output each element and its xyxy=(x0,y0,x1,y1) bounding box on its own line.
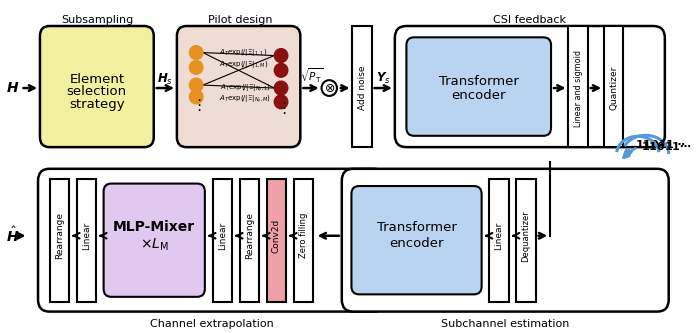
Text: $\hat{\boldsymbol{H}}$: $\hat{\boldsymbol{H}}$ xyxy=(6,226,20,245)
Text: Transformer: Transformer xyxy=(377,221,456,234)
Text: Add noise: Add noise xyxy=(358,66,367,110)
Text: $\mathbf{11011\cdots}$: $\mathbf{11011\cdots}$ xyxy=(640,140,692,152)
FancyBboxPatch shape xyxy=(38,169,385,312)
Text: selection: selection xyxy=(66,86,127,99)
Bar xyxy=(267,178,286,302)
Bar xyxy=(352,26,372,147)
FancyBboxPatch shape xyxy=(407,37,551,136)
Bar xyxy=(239,178,259,302)
Circle shape xyxy=(190,90,203,104)
Circle shape xyxy=(190,46,203,60)
Bar xyxy=(213,178,232,302)
Text: Channel extrapolation: Channel extrapolation xyxy=(150,319,274,329)
Circle shape xyxy=(321,80,337,96)
FancyBboxPatch shape xyxy=(177,26,300,147)
FancyBboxPatch shape xyxy=(40,26,154,147)
Text: $A_T\exp(j|\Xi|_{N_P,M})$: $A_T\exp(j|\Xi|_{N_P,M})$ xyxy=(219,94,272,105)
Circle shape xyxy=(190,61,203,74)
Text: $\otimes$: $\otimes$ xyxy=(323,82,335,95)
Text: Linear: Linear xyxy=(218,222,227,250)
Text: $A_T\exp(j|\Xi|_{1,M})$: $A_T\exp(j|\Xi|_{1,M})$ xyxy=(219,59,268,70)
Text: Dequantizer: Dequantizer xyxy=(522,210,531,262)
Text: Linear and sigmoid: Linear and sigmoid xyxy=(573,50,582,127)
Text: Pilot design: Pilot design xyxy=(209,15,273,25)
Circle shape xyxy=(274,95,288,109)
Text: Quantizer: Quantizer xyxy=(609,66,618,110)
Circle shape xyxy=(274,81,288,95)
Text: $\boldsymbol{Y}_s$: $\boldsymbol{Y}_s$ xyxy=(376,71,391,86)
Text: Element: Element xyxy=(69,73,125,86)
Circle shape xyxy=(274,49,288,63)
Text: $\boldsymbol{H}$: $\boldsymbol{H}$ xyxy=(6,81,20,95)
Text: Subchannel estimation: Subchannel estimation xyxy=(441,319,569,329)
Text: $\vdots$: $\vdots$ xyxy=(191,97,202,113)
FancyBboxPatch shape xyxy=(395,26,665,147)
Text: $A_T\exp(j|\Xi|_{N_P,1})$: $A_T\exp(j|\Xi|_{N_P,1})$ xyxy=(220,83,271,94)
Text: $A_T\exp(j|\Xi|_{1,1})$: $A_T\exp(j|\Xi|_{1,1})$ xyxy=(219,47,267,58)
FancyBboxPatch shape xyxy=(342,169,668,312)
Text: MLP-Mixer: MLP-Mixer xyxy=(113,220,195,234)
Circle shape xyxy=(190,78,203,92)
FancyBboxPatch shape xyxy=(351,186,482,294)
FancyBboxPatch shape xyxy=(104,183,205,297)
Text: strategy: strategy xyxy=(69,98,125,111)
Bar xyxy=(489,178,509,302)
Text: Linear: Linear xyxy=(82,222,91,250)
Bar xyxy=(50,178,69,302)
Text: $\sqrt{P_{\rm T}}$: $\sqrt{P_{\rm T}}$ xyxy=(300,67,323,85)
Text: encoder: encoder xyxy=(389,237,444,250)
Bar xyxy=(293,178,313,302)
Text: $\boldsymbol{H}_s$: $\boldsymbol{H}_s$ xyxy=(158,72,174,87)
Bar xyxy=(604,26,624,147)
Text: $\mathbf{11011\cdots}$: $\mathbf{11011\cdots}$ xyxy=(635,138,686,150)
Text: encoder: encoder xyxy=(452,90,506,103)
Text: Transformer: Transformer xyxy=(439,75,519,88)
Bar xyxy=(568,26,588,147)
Text: Conv2d: Conv2d xyxy=(272,219,281,253)
Text: $\vdots$: $\vdots$ xyxy=(276,100,286,116)
Text: Zero filling: Zero filling xyxy=(299,213,308,258)
Text: Linear: Linear xyxy=(494,222,503,250)
Text: CSI feedback: CSI feedback xyxy=(494,15,566,25)
Bar xyxy=(76,178,96,302)
Circle shape xyxy=(274,63,288,77)
Text: Rearrange: Rearrange xyxy=(55,212,64,259)
Bar xyxy=(517,178,536,302)
Text: Subsampling: Subsampling xyxy=(62,15,134,25)
Text: $\times L_{\rm M}$: $\times L_{\rm M}$ xyxy=(140,236,169,253)
Text: Rearrange: Rearrange xyxy=(245,212,253,259)
